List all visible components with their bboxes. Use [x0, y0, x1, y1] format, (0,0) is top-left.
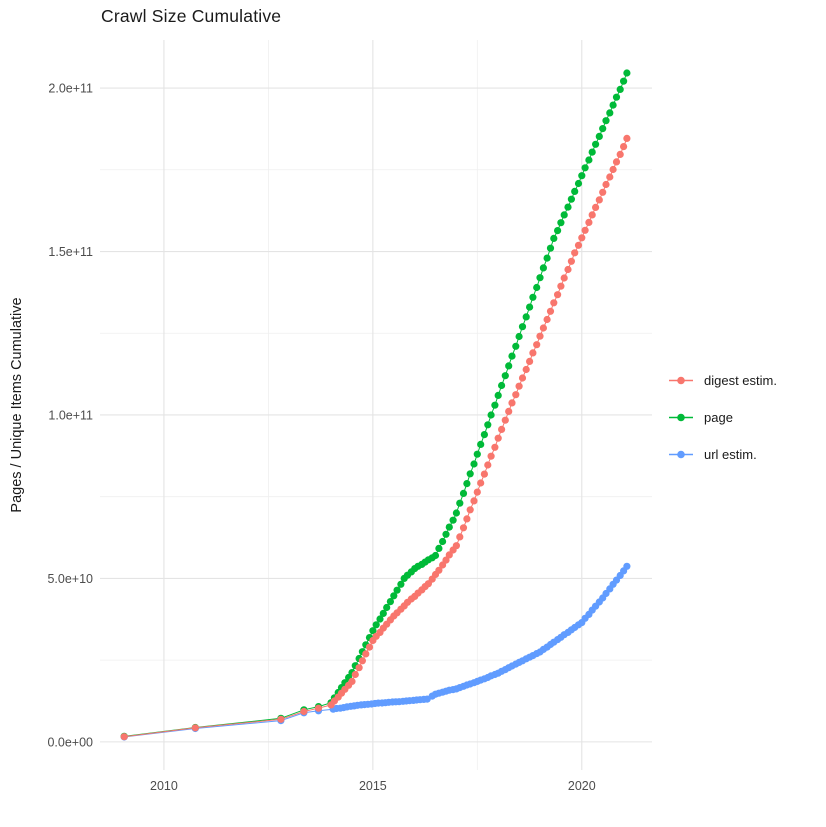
minor-gridlines — [100, 40, 652, 770]
legend-label: digest estim. — [704, 373, 777, 388]
chart-title: Crawl Size Cumulative — [101, 6, 282, 26]
legend-label: page — [704, 410, 733, 425]
series-digest-estim — [120, 134, 631, 741]
x-tick-label: 2015 — [359, 779, 387, 793]
y-tick-label: 5.0e+10 — [47, 572, 93, 586]
y-tick-label: 0.0e+00 — [47, 735, 93, 749]
y-tick-label: 2.0e+11 — [48, 82, 93, 96]
legend-label: url estim. — [704, 447, 757, 462]
x-tick-label: 2020 — [568, 779, 596, 793]
series-url-estim — [120, 562, 631, 741]
legend: digest estim. page url estim. — [668, 372, 777, 483]
legend-item-url-estim: url estim. — [668, 446, 777, 463]
y-tick-label: 1.5e+11 — [48, 245, 93, 259]
axis-tick-labels: 2010 2015 2020 0.0e+00 5.0e+10 1.0e+11 1.5e+11… — [47, 82, 595, 793]
legend-item-digest-estim: digest estim. — [668, 372, 777, 389]
legend-key-icon — [669, 450, 693, 459]
legend-item-page: page — [668, 409, 777, 426]
legend-key-icon — [669, 413, 693, 422]
major-gridlines — [100, 40, 652, 770]
y-tick-label: 1.0e+11 — [48, 408, 93, 422]
legend-key-icon — [669, 376, 693, 385]
x-tick-label: 2010 — [150, 779, 178, 793]
